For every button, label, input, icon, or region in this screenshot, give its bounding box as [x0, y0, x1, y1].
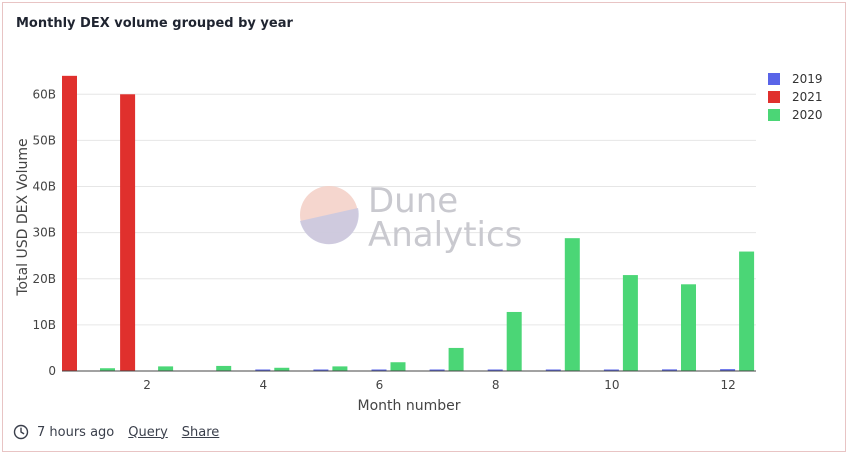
bar-2020-month-8[interactable] [506, 311, 522, 371]
legend-swatch-2019[interactable] [768, 73, 780, 85]
x-tick-label: 2 [143, 378, 151, 392]
bar-2019-month-10[interactable] [603, 369, 619, 372]
watermark-text-line2: Analytics [368, 215, 522, 255]
bar-2020-month-4[interactable] [274, 367, 290, 371]
legend-swatch-2021[interactable] [768, 91, 780, 103]
bar-2020-month-1[interactable] [100, 368, 115, 371]
bar-2020-month-10[interactable] [622, 275, 638, 371]
x-tick-label: 8 [492, 378, 500, 392]
chart-footer: 7 hours ago Query Share [13, 424, 233, 440]
bar-2020-month-12[interactable] [739, 251, 755, 371]
y-tick-label: 60B [32, 87, 56, 101]
bar-2021-month-1[interactable] [62, 75, 77, 372]
y-tick-label: 40B [32, 180, 56, 194]
bar-2019-month-11[interactable] [662, 369, 677, 371]
bar-2019-month-6[interactable] [371, 369, 387, 372]
y-tick-label: 50B [32, 133, 56, 147]
bar-2020-month-11[interactable] [681, 284, 696, 371]
watermark-logo-shade [300, 208, 359, 245]
y-tick-label: 30B [32, 226, 56, 240]
watermark-text-line1: Dune [368, 181, 458, 221]
x-tick-label: 10 [604, 378, 619, 392]
query-link[interactable]: Query [128, 424, 168, 440]
bar-2020-month-2[interactable] [158, 366, 174, 371]
bar-2019-month-8[interactable] [487, 369, 503, 372]
bar-2019-month-7[interactable] [429, 369, 445, 372]
bar-2020-month-6[interactable] [390, 362, 406, 371]
y-tick-label: 20B [32, 272, 56, 286]
chart-card: Monthly DEX volume grouped by year [2, 2, 846, 452]
last-updated-time: 7 hours ago [37, 424, 115, 440]
legend-label-2019[interactable]: 2019 [792, 72, 823, 86]
bar-2019-month-4[interactable] [255, 369, 271, 372]
bar-2021-month-2[interactable] [120, 94, 136, 372]
y-axis-title: Total USD DEX Volume [15, 138, 31, 296]
bar-2020-month-7[interactable] [448, 347, 464, 371]
bar-2020-month-3[interactable] [216, 365, 232, 371]
bar-2019-month-12[interactable] [720, 369, 736, 371]
bar-2019-month-5[interactable] [313, 369, 329, 372]
y-tick-label: 0 [48, 364, 56, 378]
share-link[interactable]: Share [181, 424, 220, 440]
bar-2020-month-5[interactable] [332, 366, 348, 371]
x-tick-label: 6 [376, 378, 384, 392]
bar-2019-month-9[interactable] [545, 369, 561, 372]
x-tick-label: 12 [720, 378, 735, 392]
legend-label-2020[interactable]: 2020 [792, 108, 823, 122]
clock-icon [13, 424, 29, 440]
chart-title: Monthly DEX volume grouped by year [16, 16, 293, 31]
x-tick-label: 4 [259, 378, 267, 392]
x-axis-title: Month number [358, 398, 461, 414]
bar-2020-month-9[interactable] [564, 238, 580, 371]
y-tick-label: 10B [32, 318, 56, 332]
legend-swatch-2020[interactable] [768, 109, 780, 121]
legend-label-2021[interactable]: 2021 [792, 90, 823, 104]
